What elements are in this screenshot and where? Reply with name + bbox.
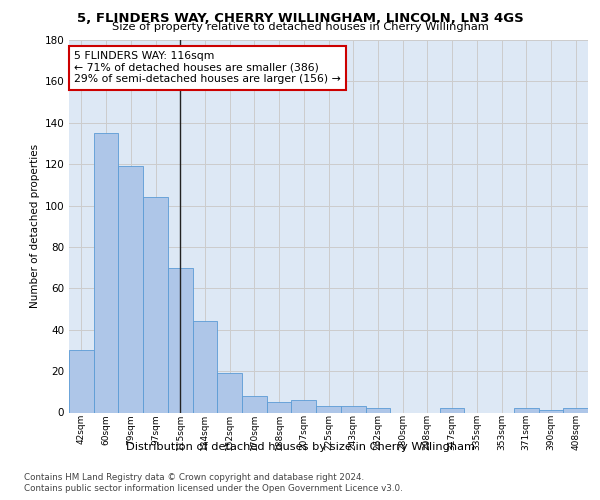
Bar: [292, 400, 316, 412]
Bar: [242, 396, 267, 412]
Text: Size of property relative to detached houses in Cherry Willingham: Size of property relative to detached ho…: [112, 22, 488, 32]
Bar: [94, 133, 118, 412]
Text: 5 FLINDERS WAY: 116sqm
← 71% of detached houses are smaller (386)
29% of semi-de: 5 FLINDERS WAY: 116sqm ← 71% of detached…: [74, 51, 341, 84]
Text: 5, FLINDERS WAY, CHERRY WILLINGHAM, LINCOLN, LN3 4GS: 5, FLINDERS WAY, CHERRY WILLINGHAM, LINC…: [77, 12, 523, 26]
Bar: [539, 410, 563, 412]
Bar: [69, 350, 94, 412]
Bar: [514, 408, 539, 412]
Bar: [193, 322, 217, 412]
Text: Contains HM Land Registry data © Crown copyright and database right 2024.: Contains HM Land Registry data © Crown c…: [24, 472, 364, 482]
Bar: [563, 408, 588, 412]
Bar: [168, 268, 193, 412]
Bar: [341, 406, 365, 412]
Text: Distribution of detached houses by size in Cherry Willingham: Distribution of detached houses by size …: [125, 442, 475, 452]
Bar: [118, 166, 143, 412]
Bar: [365, 408, 390, 412]
Text: Contains public sector information licensed under the Open Government Licence v3: Contains public sector information licen…: [24, 484, 403, 493]
Bar: [440, 408, 464, 412]
Y-axis label: Number of detached properties: Number of detached properties: [30, 144, 40, 308]
Bar: [267, 402, 292, 412]
Bar: [316, 406, 341, 412]
Bar: [217, 373, 242, 412]
Bar: [143, 198, 168, 412]
